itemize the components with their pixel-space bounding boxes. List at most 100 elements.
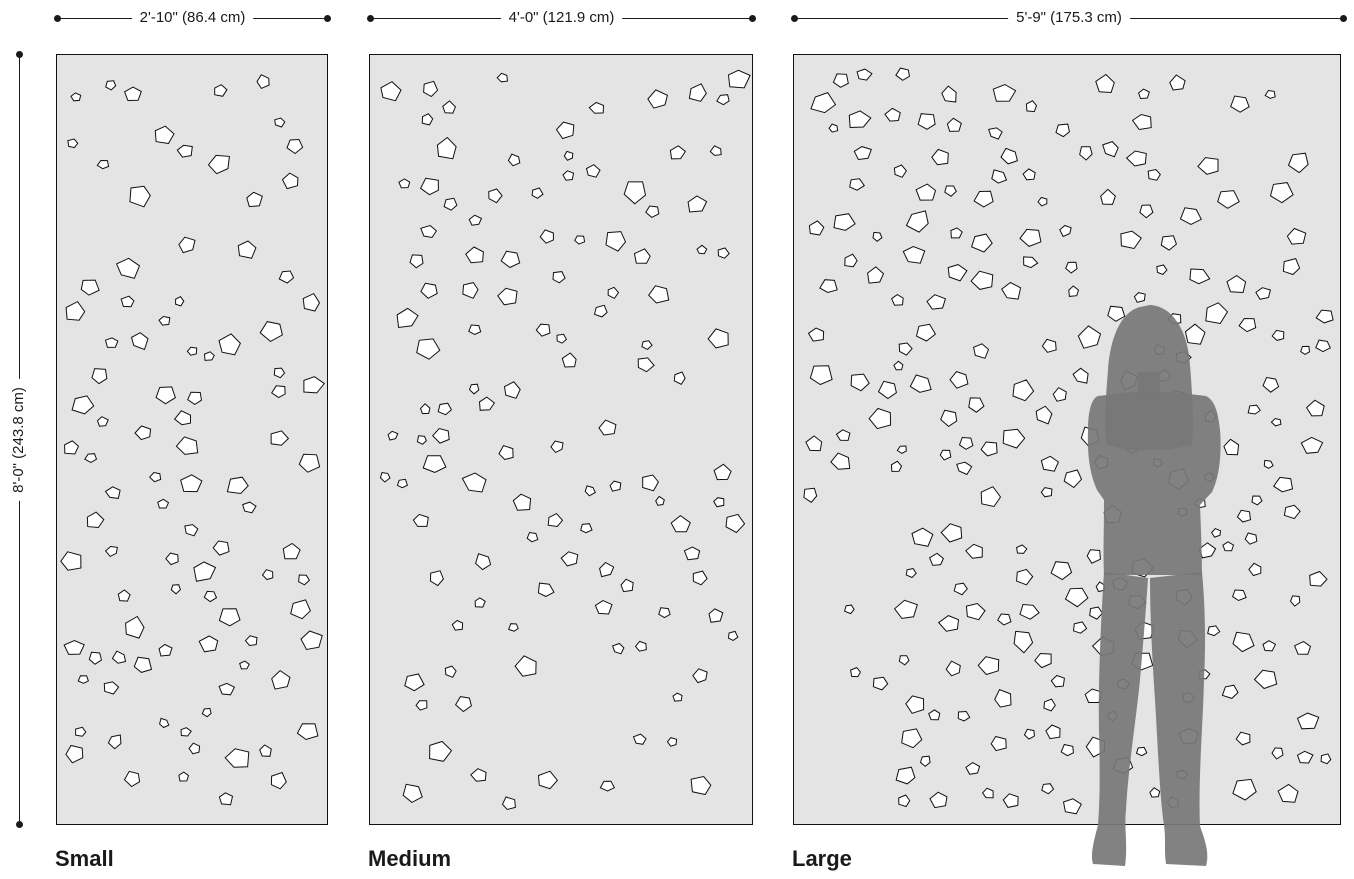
cutout-shape xyxy=(1230,95,1250,113)
cutout-shape xyxy=(835,429,851,441)
cutout-shape xyxy=(672,692,683,702)
cutout-shape xyxy=(1060,743,1074,757)
cutout-shape xyxy=(1286,227,1307,245)
cutout-shape xyxy=(1205,302,1229,325)
cutout-shape xyxy=(1264,89,1276,99)
cutout-shape xyxy=(1037,196,1048,207)
cutout-shape xyxy=(212,540,230,556)
cutout-shape xyxy=(707,328,729,349)
height-label: 8'-0" (243.8 cm) xyxy=(10,378,28,501)
cutout-shape xyxy=(1079,146,1093,161)
cutout-shape xyxy=(64,440,80,455)
cutout-shape xyxy=(1176,507,1188,517)
cutout-shape xyxy=(980,441,998,457)
cutout-shape xyxy=(539,229,554,244)
cutout-shape xyxy=(1025,100,1038,113)
cutout-shape xyxy=(1040,455,1060,472)
cutout-shape xyxy=(940,523,963,543)
cutout-shape xyxy=(302,292,321,312)
cutout-shape xyxy=(956,461,973,476)
cutout-shape xyxy=(895,67,911,81)
cutout-shape xyxy=(1166,796,1179,809)
cutout-shape xyxy=(950,227,963,239)
cutout-shape xyxy=(203,590,218,603)
cutout-shape xyxy=(1125,443,1138,454)
cutout-shape xyxy=(1120,370,1138,391)
cutout-shape xyxy=(552,271,566,284)
small-width-dimension: 2'-10" (86.4 cm) xyxy=(54,9,331,27)
cutout-shape xyxy=(833,213,856,231)
cutout-shape xyxy=(462,282,479,299)
cutout-shape xyxy=(1176,769,1189,780)
cutout-shape xyxy=(404,673,425,692)
cutout-shape xyxy=(1263,459,1274,469)
cutout-shape xyxy=(1300,436,1324,454)
cutout-shape xyxy=(853,146,872,161)
cutout-shape xyxy=(848,110,872,129)
cutout-shape xyxy=(419,403,431,415)
cutout-shape xyxy=(642,474,660,492)
cutout-shape xyxy=(1127,595,1147,610)
cutout-shape xyxy=(688,83,707,102)
cutout-shape xyxy=(396,478,409,489)
cutout-shape xyxy=(574,235,586,245)
cutout-shape xyxy=(442,100,456,114)
cutout-shape xyxy=(1271,747,1284,760)
cutout-shape xyxy=(173,410,191,426)
cutout-shape xyxy=(970,233,993,253)
cutout-shape xyxy=(727,630,739,641)
cutout-shape xyxy=(965,543,983,559)
cutout-shape xyxy=(1112,756,1134,775)
cutout-shape xyxy=(1238,317,1257,333)
large-panel-pattern xyxy=(803,67,1334,815)
cutout-shape xyxy=(901,728,923,749)
cutout-shape xyxy=(556,333,568,344)
large-width-dimension: 5'-9" (175.3 cm) xyxy=(791,9,1347,27)
cutout-shape xyxy=(550,440,564,454)
cutout-shape xyxy=(1134,621,1155,640)
cutout-shape xyxy=(454,696,472,713)
cutout-shape xyxy=(1235,731,1251,746)
cutout-shape xyxy=(158,315,171,326)
cutout-shape xyxy=(1052,387,1067,402)
medium-panel-name: Medium xyxy=(368,846,452,871)
cutout-shape xyxy=(203,351,215,361)
cutout-shape xyxy=(905,568,917,579)
cutout-shape xyxy=(207,154,230,175)
cutout-shape xyxy=(594,600,613,615)
cutout-shape xyxy=(713,497,725,508)
large-width-label: 5'-9" (175.3 cm) xyxy=(1008,9,1130,27)
cutout-shape xyxy=(585,164,601,178)
cutout-shape xyxy=(1232,778,1257,801)
cutout-shape xyxy=(415,700,428,711)
cutout-shape xyxy=(67,138,79,149)
cutout-shape xyxy=(727,69,751,89)
cutout-shape xyxy=(1262,640,1277,652)
cutout-shape xyxy=(1107,710,1118,722)
cutout-shape xyxy=(88,651,103,665)
cutout-shape xyxy=(244,635,258,647)
cutout-shape xyxy=(1050,674,1065,688)
cutout-shape xyxy=(1152,458,1163,468)
cutout-shape xyxy=(104,337,119,348)
cutout-shape xyxy=(1296,712,1320,730)
cutout-shape xyxy=(444,665,457,678)
cutout-shape xyxy=(178,771,190,782)
cutout-shape xyxy=(1085,736,1106,758)
cutout-shape xyxy=(1095,581,1105,593)
cutout-shape xyxy=(104,545,118,558)
cutout-shape xyxy=(669,145,687,160)
cutout-shape xyxy=(849,178,866,191)
cutout-shape xyxy=(633,248,651,264)
cutout-shape xyxy=(468,324,482,335)
large-panel-name: Large xyxy=(792,846,852,871)
cutout-shape xyxy=(396,307,419,329)
cutout-shape xyxy=(931,148,949,166)
cutout-shape xyxy=(1309,570,1328,587)
cutout-shape xyxy=(884,107,901,122)
cutout-shape xyxy=(475,553,492,571)
cutout-shape xyxy=(1050,561,1073,581)
cutout-shape xyxy=(1179,207,1202,225)
cutout-shape xyxy=(1139,204,1154,219)
cutout-shape xyxy=(716,94,730,106)
